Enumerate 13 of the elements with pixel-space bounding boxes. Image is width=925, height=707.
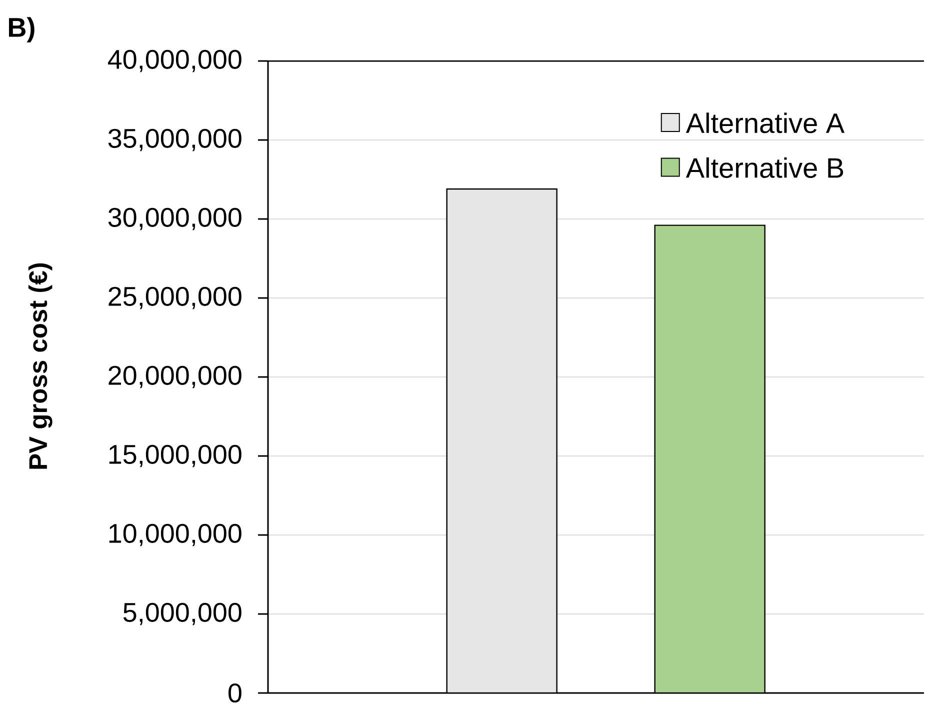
y-axis-title: PV gross cost (€) [28, 263, 52, 469]
legend-label: Alternative B [686, 157, 844, 178]
y-tick-label: 35,000,000 [108, 128, 242, 152]
y-tick-label: 10,000,000 [109, 524, 242, 546]
y-tick-label: 40,000,000 [108, 50, 242, 72]
y-tick-label: 30,000,000 [108, 208, 242, 230]
y-tick-label: 5,000,000 [123, 602, 242, 626]
y-tick-label: 15,000,000 [109, 444, 242, 468]
y-tick-label: 0 [228, 683, 242, 703]
legend-label: Alternative A [686, 112, 845, 134]
text: B) [9, 17, 34, 42]
y-tick-label: 25,000,000 [108, 286, 242, 310]
y-tick-label: 20,000,000 [108, 366, 242, 388]
